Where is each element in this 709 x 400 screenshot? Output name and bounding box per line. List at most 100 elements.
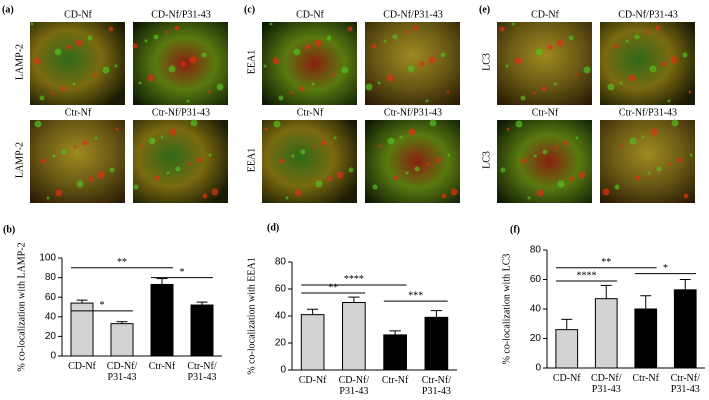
micrograph-speck — [93, 73, 97, 77]
significance-label: **** — [577, 270, 597, 281]
micrograph-speck — [187, 162, 191, 166]
micrograph-speck — [404, 30, 408, 34]
micrograph-speck — [133, 184, 139, 190]
micrograph-speck — [583, 66, 591, 74]
y-tick-label: 0 — [280, 365, 286, 376]
micrograph-speck — [557, 180, 565, 188]
micrograph-speck — [293, 48, 301, 56]
panel-label: (e) — [479, 4, 490, 15]
x-tick-label: CD-Nf — [552, 373, 581, 384]
micrograph-speck — [327, 176, 333, 182]
micrograph-speck — [273, 120, 281, 128]
micrograph-speck — [661, 61, 667, 67]
micrograph-speck — [556, 39, 564, 47]
bar — [70, 302, 94, 357]
micrograph-speck — [649, 65, 657, 73]
micrograph-speck — [505, 64, 509, 68]
significance-label: ** — [117, 257, 127, 268]
micrograph-speck — [347, 26, 353, 32]
micrograph-speck — [102, 66, 110, 74]
micrograph-speck — [650, 128, 658, 136]
micrograph-speck — [428, 56, 436, 64]
micrograph-speck — [536, 189, 544, 197]
micrograph-speck — [620, 144, 624, 148]
y-tick-label: 20 — [530, 333, 542, 344]
y-tick-label: 60 — [275, 284, 287, 295]
micrograph-speck — [387, 137, 395, 145]
micrograph-speck — [147, 74, 155, 82]
micrograph-speck — [668, 162, 672, 166]
micrograph-speck — [383, 39, 387, 43]
micrograph-speck — [619, 81, 623, 85]
image-label: CD-Nf — [296, 9, 324, 20]
micrograph-speck — [169, 128, 177, 136]
micrograph-speck — [568, 35, 574, 41]
micrograph-speck — [73, 145, 77, 149]
row-label: EEA1 — [246, 148, 257, 172]
image-label: CD-Nf/P31-43 — [151, 9, 210, 20]
micrograph-speck — [542, 149, 548, 155]
micrograph — [30, 120, 125, 203]
y-tick-label: 100 — [39, 253, 56, 264]
micrograph-speck — [656, 166, 662, 172]
image-label: Ctr-Nf/P31-43 — [384, 107, 442, 118]
micrograph-speck — [174, 25, 180, 31]
micrograph-speck — [435, 157, 441, 163]
micrograph-speck — [109, 167, 115, 173]
micrograph-speck — [216, 83, 224, 91]
bar — [634, 308, 658, 369]
micrograph-speck — [160, 135, 164, 139]
micrograph-speck — [263, 64, 267, 68]
micrograph-speck — [30, 22, 34, 26]
micrograph-speck — [201, 52, 207, 58]
micrograph-speck — [108, 26, 114, 32]
micrograph-speck — [613, 43, 619, 49]
micrograph-speck — [144, 39, 148, 43]
row-label: LC3 — [481, 53, 492, 71]
micrograph-speck — [450, 188, 458, 196]
micrograph-speck — [641, 135, 645, 139]
significance-label: ** — [328, 282, 338, 293]
row-label: EEA1 — [246, 50, 257, 74]
bar — [110, 323, 134, 357]
micrograph-speck — [285, 196, 289, 200]
x-tick-label: Ctr-Nf — [148, 361, 176, 372]
micrograph-speck — [425, 99, 429, 103]
micrograph-speck — [506, 127, 510, 131]
micrograph-speck — [166, 171, 170, 175]
micrograph-speck — [426, 162, 430, 166]
micrograph-speck — [168, 65, 176, 73]
micrograph-speck — [386, 74, 394, 82]
micrograph-speck — [407, 65, 415, 73]
micrograph-speck — [61, 149, 67, 155]
micrograph-speck — [207, 90, 211, 94]
micrograph — [497, 120, 592, 203]
row-label: LAMP-2 — [14, 142, 25, 178]
micrograph-speck — [372, 184, 378, 190]
micrograph-speck — [408, 128, 416, 136]
micrograph-speck — [365, 83, 373, 91]
micrograph-speck — [625, 39, 629, 43]
y-axis-label: % co-localization with LAMP-2 — [16, 242, 27, 371]
x-tick-label: Ctr-Nf/ P31-43 — [187, 361, 217, 383]
micrograph-speck — [34, 120, 42, 128]
micrograph-speck — [393, 175, 399, 181]
bar — [673, 289, 697, 369]
micrograph-speck — [377, 81, 381, 85]
micrograph-speck — [60, 86, 66, 92]
micrograph-speck — [667, 99, 671, 103]
micrograph-speck — [413, 25, 419, 31]
image-label: CD-Nf — [64, 9, 92, 20]
micrograph-speck — [575, 136, 579, 140]
micrograph-speck — [527, 196, 531, 200]
significance-label: * — [100, 300, 105, 311]
micrograph-speck — [312, 145, 316, 149]
micrograph-speck — [341, 66, 349, 74]
micrograph-speck — [655, 25, 661, 31]
micrograph-speck — [279, 158, 285, 164]
bar — [555, 329, 579, 369]
micrograph-speck — [51, 91, 55, 95]
micrograph-speck — [348, 167, 354, 173]
micrograph-speck — [569, 176, 575, 182]
